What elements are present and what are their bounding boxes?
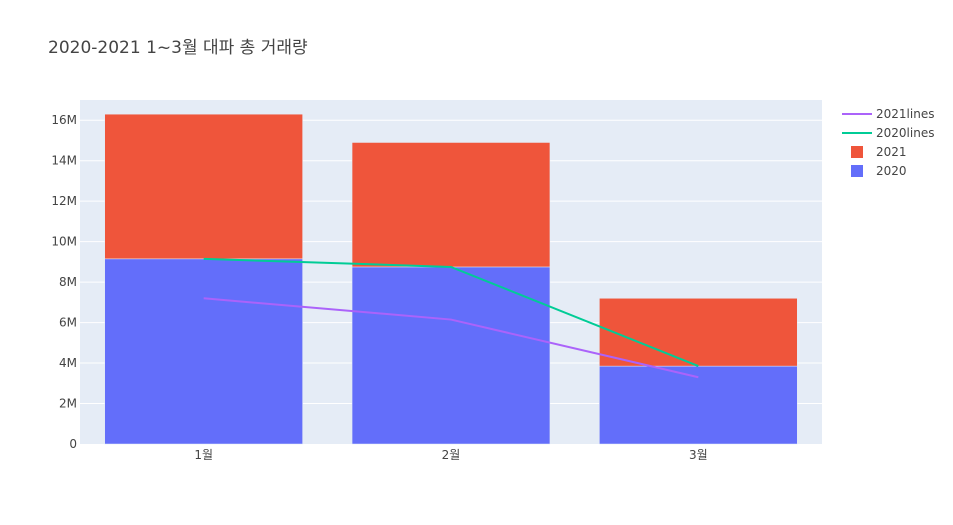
legend-swatch	[851, 165, 863, 177]
x-tick-label: 1월	[194, 448, 213, 462]
axes-layer: 0 2M 4M 6M 8M 10M 12M 14M 16M 1월 2월 3월	[51, 113, 707, 462]
line-2020lines[interactable]	[203, 257, 699, 368]
legend-item-2020[interactable]: 2020	[851, 164, 907, 178]
legend-label: 2020lines	[876, 126, 934, 140]
y-tick-label: 16M	[51, 113, 77, 127]
x-tick-label: 3월	[689, 448, 708, 462]
y-tick-label: 6M	[59, 316, 77, 330]
line-2021lines[interactable]	[203, 297, 699, 379]
legend-item-2021[interactable]: 2021	[851, 145, 907, 159]
y-tick-label: 8M	[59, 275, 77, 289]
legend: 2021lines 2020lines 2021 2020	[842, 107, 934, 178]
legend-item-2020lines[interactable]: 2020lines	[842, 126, 934, 140]
y-tick-label: 14M	[51, 154, 77, 168]
y-tick-label: 2M	[59, 397, 77, 411]
legend-item-2021lines[interactable]: 2021lines	[842, 107, 934, 121]
y-tick-label: 10M	[51, 235, 77, 249]
bar-2020-3월[interactable]	[599, 365, 798, 445]
x-tick-label: 2월	[442, 448, 461, 462]
y-tick-label: 4M	[59, 356, 77, 370]
lines-layer	[203, 257, 699, 379]
bars-layer	[104, 113, 798, 445]
bar-2021-1월[interactable]	[104, 113, 303, 260]
chart-title: 2020-2021 1~3월 대파 총 거래량	[48, 38, 308, 58]
bar-2021-2월[interactable]	[351, 142, 551, 268]
legend-label: 2020	[876, 164, 907, 178]
legend-swatch	[851, 146, 863, 158]
y-tick-label: 12M	[51, 194, 77, 208]
legend-label: 2021	[876, 145, 907, 159]
bar-2020-2월[interactable]	[351, 266, 551, 445]
bar-2020-1월[interactable]	[104, 258, 303, 445]
bar-2021-3월[interactable]	[599, 298, 798, 367]
y-tick-label: 0	[69, 437, 77, 451]
legend-label: 2021lines	[876, 107, 934, 121]
